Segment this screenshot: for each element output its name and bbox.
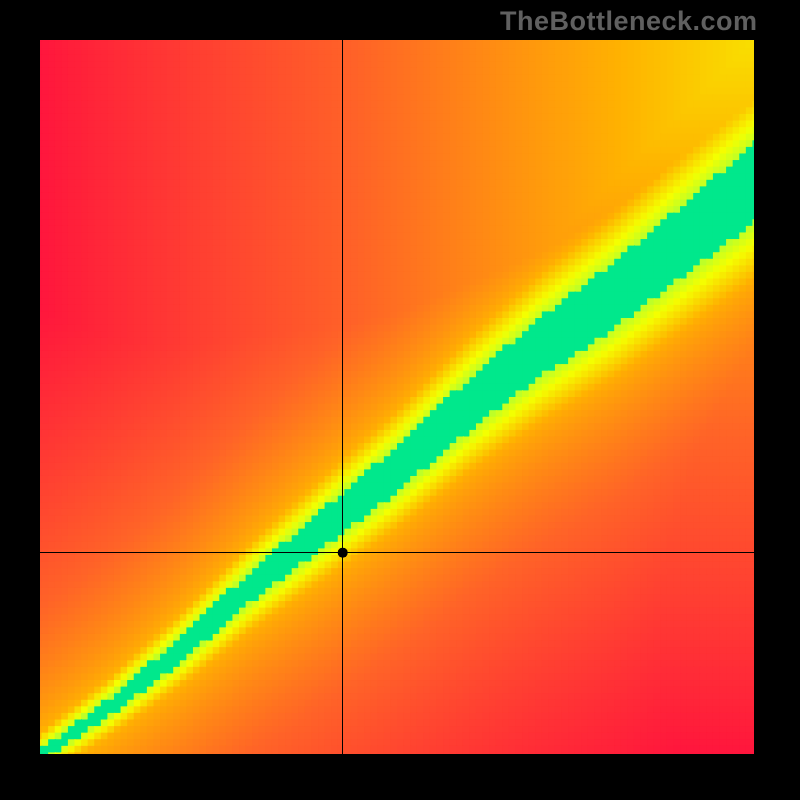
crosshair-horizontal [35,552,759,553]
bottleneck-heatmap [35,35,759,759]
watermark-text: TheBottleneck.com [500,6,758,37]
crosshair-vertical [342,35,343,759]
chart-container: TheBottleneck.com [0,0,800,800]
